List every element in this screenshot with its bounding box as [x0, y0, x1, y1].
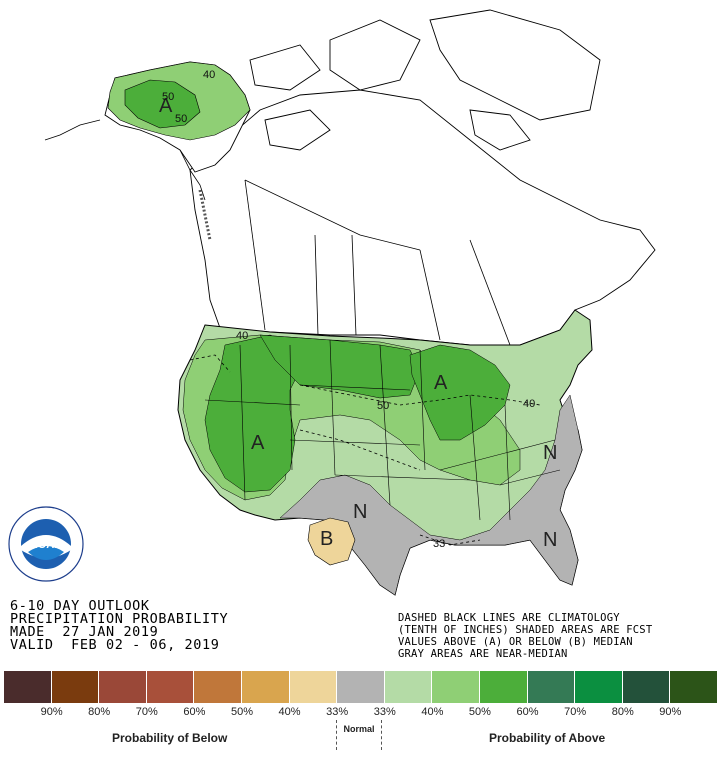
legend-swatch: [670, 671, 718, 703]
contour-label: 40: [523, 398, 535, 410]
normal-caption: Normal: [336, 720, 382, 750]
climatology-contours: [189, 354, 541, 546]
contour-label: 33: [433, 538, 445, 550]
alaska-above-label: A: [159, 95, 173, 117]
title-line-3: MADE 27 JAN 2019: [10, 624, 159, 640]
legend-swatch: [337, 671, 385, 703]
legend-tick-label: 40%: [278, 706, 301, 718]
legend-tick-label: 40%: [421, 706, 444, 718]
legend-swatch: [479, 671, 528, 703]
canada-landmass: [189, 9, 656, 346]
note-line-2: (TENTH OF INCHES) SHADED AREAS ARE FCST: [398, 624, 653, 636]
note-line-4: GRAY AREAS ARE NEAR-MEDIAN: [398, 648, 568, 660]
legend-swatch: [384, 671, 433, 703]
legend-swatch: [51, 671, 100, 703]
legend-swatch: [622, 671, 671, 703]
legend-tick-label: 60%: [183, 706, 206, 718]
state-borders: [204, 339, 561, 521]
legend-tick-label: 70%: [135, 706, 158, 718]
title-line-4: VALID FEB 02 - 06, 2019: [10, 637, 220, 653]
contour-label: 50: [175, 113, 187, 125]
conus: [177, 309, 593, 596]
greatlakes-above-label: A: [434, 372, 448, 394]
outlook-title: 6-10 DAY OUTLOOK PRECIPITATION PROBABILIT…: [10, 598, 229, 653]
legend-tick-label: 90%: [659, 706, 682, 718]
legend-swatch: [241, 671, 290, 703]
contour-label: 40: [236, 330, 248, 342]
legend-tick-label: 80%: [611, 706, 634, 718]
south-normal-label: N: [353, 501, 367, 523]
legend-ticks: 90% 80% 70% 60% 50% 40% 33% 33% 40% 50% 60% 70% 80% 9…: [4, 706, 694, 718]
west-above-label: A: [251, 432, 265, 454]
legend-swatch: [4, 671, 52, 703]
below-caption: Probability of Below: [112, 731, 228, 745]
normal-caption-text: Normal: [343, 724, 375, 734]
legend-swatch: [575, 671, 623, 703]
legend-swatch: [289, 671, 338, 703]
florida-normal-label: N: [543, 529, 557, 551]
logo-text: NOAA: [30, 539, 62, 551]
note-line-3: VALUES ABOVE (A) OR BELOW (B) MEDIAN: [398, 636, 633, 648]
color-legend: [4, 671, 718, 703]
contour-label: 50: [162, 91, 174, 103]
contour-label: 50: [377, 400, 389, 412]
legend-tick-label: 70%: [564, 706, 587, 718]
tick-spacer: [4, 706, 28, 718]
map-note: DASHED BLACK LINES ARE CLIMATOLOGY (TENTH…: [398, 612, 652, 660]
legend-tick-label: 33%: [326, 706, 349, 718]
legend-swatch: [194, 671, 242, 703]
precipitation-outlook-map: A A A B N N N 50 50 40 40 50 40 33: [44, 9, 656, 596]
contour-label: 40: [203, 69, 215, 81]
above-caption: Probability of Above: [489, 731, 606, 745]
legend-tick-label: 50%: [230, 706, 253, 718]
legend-tick-label: 90%: [40, 706, 63, 718]
province-borders: [244, 179, 511, 346]
title-line-2: PRECIPITATION PROBABILITY: [10, 611, 229, 627]
legend-swatch: [99, 671, 147, 703]
east-normal-label: N: [543, 442, 557, 464]
legend-tick-label: 80%: [88, 706, 111, 718]
legend-tick-label: 50%: [468, 706, 491, 718]
legend-swatch: [527, 671, 576, 703]
alaska: [44, 61, 251, 241]
noaa-logo: NOAA: [8, 506, 84, 582]
legend-tick-label: 33%: [373, 706, 396, 718]
legend-swatch: [432, 671, 480, 703]
note-line-1: DASHED BLACK LINES ARE CLIMATOLOGY: [398, 612, 620, 624]
texas-below-label: B: [320, 528, 333, 550]
legend-swatch: [146, 671, 195, 703]
title-line-1: 6-10 DAY OUTLOOK: [10, 598, 150, 614]
legend-tick-label: 60%: [516, 706, 539, 718]
